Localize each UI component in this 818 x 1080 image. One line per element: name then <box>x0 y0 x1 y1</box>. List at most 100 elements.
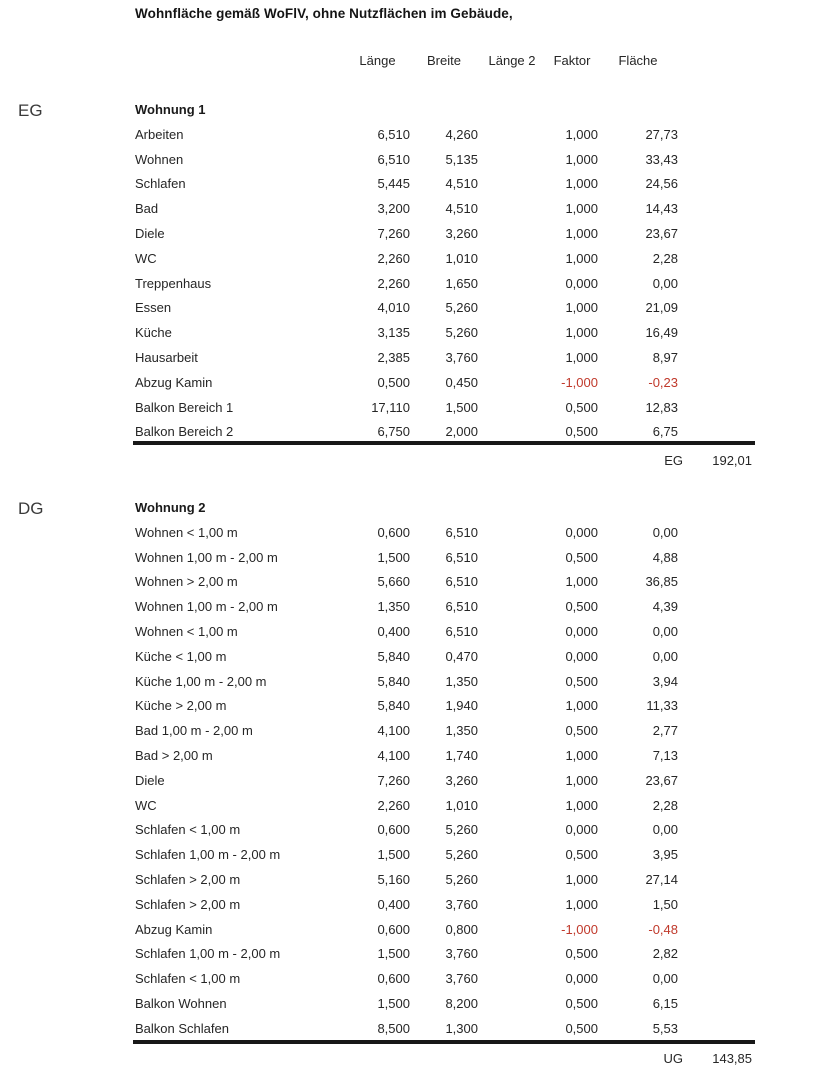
value-cell <box>478 918 546 943</box>
value-cell: 1,000 <box>565 126 598 142</box>
value-cell: 6,750 <box>377 424 410 440</box>
value-cell <box>478 719 546 744</box>
table-row: WC 2,260 1,010 1,000 2,28 <box>135 247 678 272</box>
room-name: Hausarbeit <box>135 349 198 365</box>
value-cell: 6,510 <box>445 549 478 565</box>
value-cell: 1,010 <box>445 250 478 266</box>
value-cell <box>478 222 546 247</box>
value-cell: 0,600 <box>377 971 410 987</box>
column-header-faktor: Faktor <box>553 53 591 68</box>
table-row: Balkon Wohnen 1,500 8,200 0,500 6,15 <box>135 992 678 1017</box>
column-header-flaeche: Fläche <box>618 53 658 68</box>
value-cell: 1,940 <box>445 698 478 714</box>
value-cell: 6,510 <box>445 623 478 639</box>
room-name: Schlafen <box>135 176 186 192</box>
value-cell: 1,350 <box>445 723 478 739</box>
value-cell <box>478 546 546 571</box>
value-cell: 0,000 <box>565 524 598 540</box>
value-cell: 23,67 <box>645 772 678 788</box>
value-cell: 1,000 <box>565 574 598 590</box>
value-cell: -0,48 <box>648 921 678 937</box>
value-cell: 3,760 <box>445 896 478 912</box>
value-cell: 3,260 <box>445 225 478 241</box>
value-cell <box>478 694 546 719</box>
room-name: Wohnen 1,00 m - 2,00 m <box>135 599 278 615</box>
value-cell: 2,77 <box>652 723 678 739</box>
value-cell: 0,00 <box>652 822 678 838</box>
value-cell: 5,135 <box>445 151 478 167</box>
column-header-row: Länge Breite Länge 2 Faktor Fläche <box>135 49 678 74</box>
value-cell: 0,500 <box>565 847 598 863</box>
value-cell: 0,00 <box>652 623 678 639</box>
value-cell: 0,600 <box>377 524 410 540</box>
value-cell: 5,260 <box>445 325 478 341</box>
room-name: Küche > 2,00 m <box>135 698 227 714</box>
room-name: Balkon Bereich 2 <box>135 424 234 440</box>
value-cell: 0,00 <box>652 648 678 664</box>
value-cell: 0,500 <box>565 549 598 565</box>
floor-label-eg: EG <box>18 101 43 120</box>
table-row: Bad > 2,00 m 4,100 1,740 1,000 7,13 <box>135 744 678 769</box>
value-cell: 2,28 <box>652 250 678 266</box>
table-row: Wohnen 6,510 5,135 1,000 33,43 <box>135 148 678 173</box>
value-cell: 0,600 <box>377 822 410 838</box>
value-cell: 4,88 <box>652 549 678 565</box>
value-cell: 0,500 <box>565 723 598 739</box>
value-cell: 5,160 <box>377 871 410 887</box>
value-cell: 5,260 <box>445 822 478 838</box>
value-cell: 24,56 <box>645 176 678 192</box>
value-cell <box>478 396 546 421</box>
value-cell: 5,260 <box>445 847 478 863</box>
room-name: Wohnen <box>135 151 184 167</box>
table-row: Diele 7,260 3,260 1,000 23,67 <box>135 222 678 247</box>
value-cell: 1,500 <box>377 549 410 565</box>
value-cell: 2,82 <box>652 946 678 962</box>
value-cell: 1,000 <box>565 176 598 192</box>
value-cell: -1,000 <box>561 374 598 390</box>
value-cell: 0,500 <box>377 374 410 390</box>
value-cell: 0,000 <box>565 275 598 291</box>
group-title-wohnung-1: Wohnung 1 <box>135 102 206 117</box>
room-name: Wohnen < 1,00 m <box>135 623 238 639</box>
value-cell: 1,000 <box>565 201 598 217</box>
table-row: Schlafen 5,445 4,510 1,000 24,56 <box>135 172 678 197</box>
value-cell: 1,740 <box>445 747 478 763</box>
floor-label-dg: DG <box>18 499 44 518</box>
value-cell: 3,760 <box>445 349 478 365</box>
table-row: Wohnen 1,00 m - 2,00 m 1,350 6,510 0,500 4,3… <box>135 595 678 620</box>
table-row: Schlafen > 2,00 m 5,160 5,260 1,000 27,14 <box>135 868 678 893</box>
value-cell: 1,000 <box>565 349 598 365</box>
total-row-dg: UG 143,85 <box>135 1046 753 1071</box>
value-cell: 0,600 <box>377 921 410 937</box>
value-cell: 36,85 <box>645 574 678 590</box>
value-cell: 1,000 <box>565 250 598 266</box>
value-cell: 5,53 <box>652 1020 678 1036</box>
group-title-wohnung-2: Wohnung 2 <box>135 500 206 515</box>
column-header-laenge: Länge <box>359 53 396 68</box>
value-cell: 1,300 <box>445 1020 478 1036</box>
value-cell: 4,010 <box>377 300 410 316</box>
value-cell: 2,260 <box>377 250 410 266</box>
value-cell: 7,13 <box>652 747 678 763</box>
room-name: Wohnen < 1,00 m <box>135 524 238 540</box>
table-row: Essen 4,010 5,260 1,000 21,09 <box>135 296 678 321</box>
value-cell <box>478 296 546 321</box>
value-cell: 0,500 <box>565 946 598 962</box>
value-cell <box>478 818 546 843</box>
table-row: Schlafen 1,00 m - 2,00 m 1,500 5,260 0,500 3… <box>135 843 678 868</box>
value-cell: 0,000 <box>565 822 598 838</box>
room-name: Schlafen 1,00 m - 2,00 m <box>135 847 281 863</box>
value-cell: 0,500 <box>565 1020 598 1036</box>
value-cell <box>478 794 546 819</box>
total-value-ug: 143,85 <box>712 1051 752 1066</box>
value-cell: 1,000 <box>565 772 598 788</box>
room-name: Bad > 2,00 m <box>135 747 213 763</box>
table-row: Schlafen < 1,00 m 0,600 3,760 0,000 0,00 <box>135 967 678 992</box>
room-name: WC <box>135 250 157 266</box>
room-name: Küche < 1,00 m <box>135 648 227 664</box>
value-cell: 5,840 <box>377 648 410 664</box>
value-cell <box>478 645 546 670</box>
value-cell: 6,510 <box>445 599 478 615</box>
table-row: Diele 7,260 3,260 1,000 23,67 <box>135 769 678 794</box>
value-cell: 0,800 <box>445 921 478 937</box>
